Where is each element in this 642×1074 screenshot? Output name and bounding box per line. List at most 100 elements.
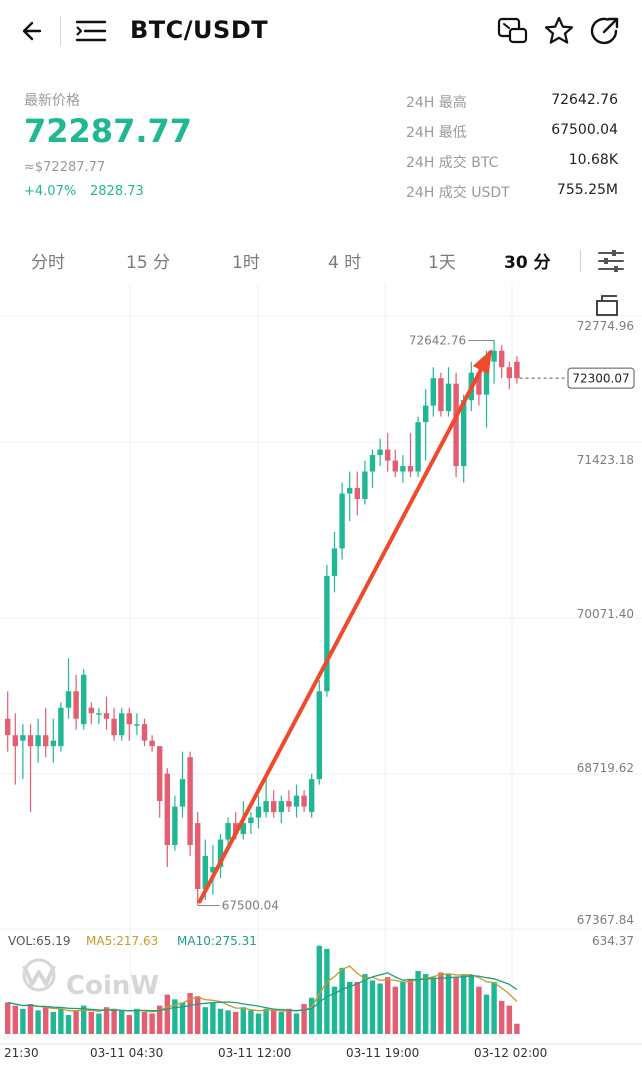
star-icon[interactable] (542, 14, 576, 48)
volume-bar (217, 1008, 224, 1034)
tab-4h[interactable]: 4 时 (328, 253, 362, 273)
volume-bar (362, 974, 368, 1034)
candle-body (316, 691, 322, 780)
pair-title[interactable]: BTC/USDT (130, 16, 269, 44)
volume-bar (301, 1004, 307, 1034)
volume-bar (263, 1008, 269, 1034)
volume-bar (514, 1023, 520, 1034)
candle-body (301, 795, 307, 807)
menu-indent-icon[interactable] (74, 16, 108, 46)
trend-arrow-head (472, 348, 492, 375)
volume-bar (43, 1007, 49, 1034)
time-axis-label: 21:30 (4, 1046, 39, 1060)
volume-bar (377, 983, 383, 1034)
screenshot-share-icon[interactable] (496, 14, 530, 48)
volume-bar (286, 1008, 292, 1034)
sliders-settings-icon[interactable] (596, 246, 626, 276)
candle-body (286, 801, 292, 807)
stat-value-vol-usdt: 755.25M (556, 182, 618, 198)
candle-body (172, 806, 178, 846)
candle-body (407, 466, 414, 472)
kline-chart-svg[interactable]: CoinW 72300.07 72642.76 67500.04 72774.96 7… (0, 284, 642, 1074)
volume-bar (195, 996, 201, 1034)
volume-bar (309, 997, 315, 1034)
tab-1d[interactable]: 1天 (428, 253, 456, 273)
candle-body (438, 378, 444, 412)
volume-bar (179, 1002, 186, 1034)
candle-body (415, 422, 421, 472)
volume-bar (293, 1013, 300, 1034)
volume-bar (157, 1005, 163, 1034)
volume-bar (88, 1011, 94, 1034)
stat-label-high: 24H 最高 (406, 95, 467, 111)
candle-body (339, 493, 345, 549)
volume-bar (423, 974, 429, 1034)
back-arrow-icon[interactable] (18, 16, 48, 46)
volume-bar (149, 1013, 155, 1034)
volume-bar (445, 974, 452, 1034)
volume-bar (164, 994, 170, 1034)
volume-bar (187, 993, 193, 1034)
candle-body (491, 350, 497, 362)
candle-body (255, 806, 262, 818)
volume-bar (12, 1005, 18, 1034)
candle-body (293, 795, 300, 807)
volume-bar (461, 974, 467, 1034)
volume-bar (5, 1002, 11, 1034)
volume-bar (73, 1010, 79, 1034)
candle-body (179, 779, 186, 807)
candle-body (187, 757, 193, 846)
candle-body (5, 718, 11, 736)
candle-body (35, 735, 41, 747)
high-marker-label: 72642.76 (409, 334, 466, 348)
volume-bar (369, 980, 376, 1034)
time-axis-label: 03-11 12:00 (218, 1046, 291, 1060)
candle-body (88, 707, 94, 714)
candle-body (81, 674, 87, 725)
volume-bar (20, 1008, 26, 1034)
fullscreen-toggle-icon[interactable] (596, 295, 618, 316)
candle-body (499, 350, 505, 368)
volume-bar (271, 1010, 277, 1034)
stat-value-low: 67500.04 (551, 122, 618, 138)
volume-bar (392, 986, 398, 1034)
candle-body (157, 746, 163, 802)
candle-body (347, 488, 353, 494)
stat-value-high: 72642.76 (551, 92, 618, 108)
coinw-watermark: CoinW (22, 958, 159, 1001)
candle-body (210, 867, 216, 873)
ma10-label: MA10:275.31 (177, 934, 257, 948)
volume-bar (316, 945, 322, 1034)
tab-30m[interactable]: 30 分 (504, 253, 551, 273)
kline-chart[interactable]: CoinW 72300.07 72642.76 67500.04 72774.96 7… (0, 284, 642, 1074)
ma5-label: MA5:217.63 (86, 934, 158, 948)
volume-bar (499, 1000, 505, 1034)
volume-bar (347, 981, 353, 1034)
candle-body (27, 735, 34, 747)
candle-body (453, 383, 459, 467)
tab-timeshare[interactable]: 分时 (31, 253, 65, 273)
candle-body (331, 548, 338, 576)
ma10-line (7, 972, 518, 1012)
candle-body (73, 691, 79, 719)
volume-bar (240, 1007, 246, 1034)
stat-value-vol-btc: 10.68K (568, 152, 618, 168)
volume-bar (65, 1015, 72, 1034)
candle-body (43, 735, 49, 747)
header-divider (60, 16, 61, 46)
tab-15m[interactable]: 15 分 (126, 253, 171, 273)
share-arrow-icon[interactable] (588, 14, 622, 48)
candle-body (20, 735, 26, 741)
candle-body (103, 713, 110, 719)
candle-body (65, 691, 72, 708)
fiat-price: ≈$72287.77 (24, 160, 106, 175)
candle-body (278, 801, 284, 813)
tab-1h[interactable]: 1时 (232, 253, 260, 273)
volume-bar (225, 1010, 231, 1034)
volume-bar (134, 1008, 140, 1034)
candle-body (149, 740, 155, 747)
low-marker-label: 67500.04 (222, 898, 279, 912)
volume-bar (233, 1011, 239, 1034)
candle-body (134, 724, 140, 726)
time-axis-label: 03-11 19:00 (346, 1046, 419, 1060)
